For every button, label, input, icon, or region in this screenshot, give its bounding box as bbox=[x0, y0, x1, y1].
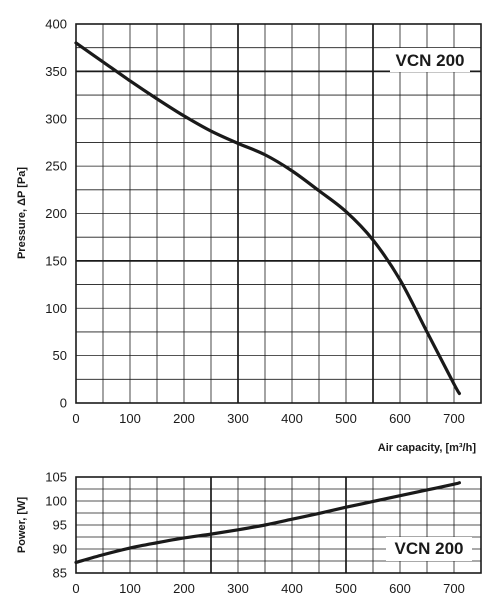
pressure-y-tick-label: 50 bbox=[53, 348, 67, 363]
pressure-y-tick-label: 400 bbox=[45, 17, 67, 32]
pressure-y-tick-label: 350 bbox=[45, 64, 67, 79]
pressure-x-tick-label: 0 bbox=[72, 411, 79, 426]
pressure-y-tick-label: 250 bbox=[45, 159, 67, 174]
power-model-label: VCN 200 bbox=[395, 539, 464, 558]
pressure-y-tick-label: 0 bbox=[60, 396, 67, 411]
pressure-x-tick-label: 500 bbox=[335, 411, 357, 426]
power-y-axis-label: Power, [W] bbox=[16, 497, 28, 554]
pressure-model-label: VCN 200 bbox=[396, 51, 465, 70]
pressure-y-tick-label: 200 bbox=[45, 206, 67, 221]
power-x-ticks: 0 100 200 300 400 500 600 700 bbox=[72, 581, 464, 596]
power-chart: 0 100 200 300 400 500 600 700 85 90 95 100 105 VCN … bbox=[16, 470, 482, 596]
pressure-x-ticks: 0 100 200 300 400 500 600 700 bbox=[72, 411, 464, 426]
power-x-tick-label: 300 bbox=[227, 581, 249, 596]
pressure-curve bbox=[74, 41, 461, 396]
power-curve bbox=[74, 481, 461, 565]
power-y-tick-label: 105 bbox=[45, 470, 67, 485]
power-x-tick-label: 0 bbox=[72, 581, 79, 596]
power-x-tick-label: 100 bbox=[119, 581, 141, 596]
pressure-x-tick-label: 100 bbox=[119, 411, 141, 426]
pressure-y-axis-label: Pressure, ΔP [Pa] bbox=[16, 167, 28, 259]
power-y-tick-label: 85 bbox=[53, 566, 67, 581]
pressure-x-axis-label: Air capacity, [m³/h] bbox=[378, 442, 477, 454]
power-y-tick-label: 90 bbox=[53, 542, 67, 557]
pressure-y-tick-label: 100 bbox=[45, 301, 67, 316]
pressure-model-label-bg bbox=[390, 48, 470, 72]
pressure-y-tick-label: 150 bbox=[45, 253, 67, 268]
power-x-tick-label: 600 bbox=[389, 581, 411, 596]
power-y-tick-label: 100 bbox=[45, 494, 67, 509]
power-x-tick-label: 500 bbox=[335, 581, 357, 596]
pressure-y-tick-label: 300 bbox=[45, 111, 67, 126]
pressure-x-tick-label: 700 bbox=[443, 411, 465, 426]
pressure-x-tick-label: 400 bbox=[281, 411, 303, 426]
pressure-y-ticks: 0 50 100 150 200 250 300 350 400 bbox=[45, 17, 67, 411]
pressure-x-tick-label: 600 bbox=[389, 411, 411, 426]
power-model-label-bg bbox=[386, 537, 472, 561]
pressure-x-tick-label: 200 bbox=[173, 411, 195, 426]
power-x-tick-label: 200 bbox=[173, 581, 195, 596]
pressure-chart: 0 100 200 300 400 500 600 700 0 50 100 150 200 250 30… bbox=[16, 17, 482, 454]
power-x-tick-label: 700 bbox=[443, 581, 465, 596]
pressure-grid bbox=[76, 24, 481, 403]
pressure-x-tick-label: 300 bbox=[227, 411, 249, 426]
power-y-ticks: 85 90 95 100 105 bbox=[45, 470, 67, 581]
power-y-tick-label: 95 bbox=[53, 518, 67, 533]
power-x-tick-label: 400 bbox=[281, 581, 303, 596]
